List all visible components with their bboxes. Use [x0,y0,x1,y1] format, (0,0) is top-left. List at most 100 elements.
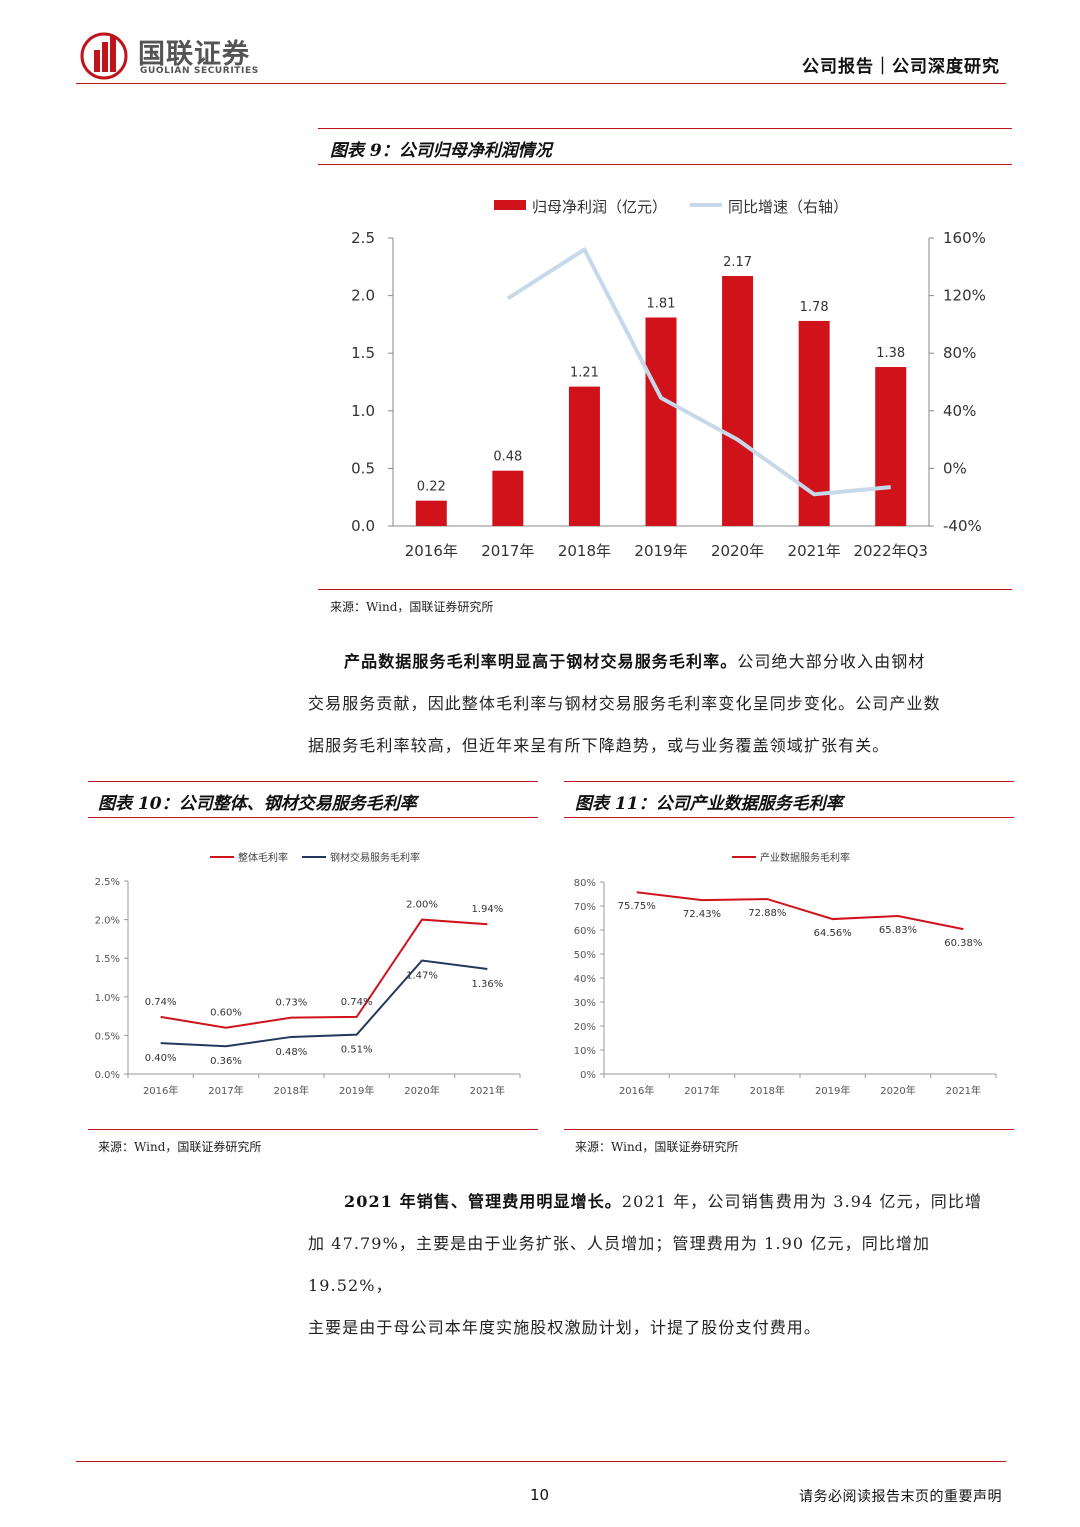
legend-bar-label: 归母净利润（亿元） [532,198,667,216]
x-tick-label: 2019年 [634,542,687,560]
x-tick-label: 2019年 [815,1084,850,1097]
y-left-tick-label: 0.0 [351,517,375,535]
bar-data-label: 1.21 [570,366,599,381]
para1-lead: 产品数据服务毛利率明显高于钢材交易服务毛利率。 [344,652,738,671]
data-label: 0.74% [145,997,177,1008]
data-label: 0.73% [275,998,307,1009]
fig10-top-rule [88,781,538,782]
para1-line1: 产品数据服务毛利率明显高于钢材交易服务毛利率。公司绝大部分收入由钢材 [344,652,926,671]
bar-data-label: 1.38 [876,346,905,361]
y-tick-label: 1.0% [95,993,120,1004]
legend-label: 整体毛利率 [238,851,288,864]
x-tick-label: 2018年 [750,1084,785,1097]
fig11-title: 图表 11：公司产业数据服务毛利率 [575,794,843,814]
bar-data-label: 2.17 [723,255,752,270]
bar [568,386,600,526]
bar [722,276,754,526]
fig9-title: 图表 9：公司归母净利润情况 [330,141,552,161]
x-tick-label: 2018年 [274,1084,309,1097]
y-tick-label: 2.5% [95,877,120,888]
data-label: 0.74% [341,997,373,1008]
bar [875,367,907,526]
data-label: 1.36% [471,979,503,990]
y-left-tick-label: 1.0 [351,402,375,420]
fig11-source: 来源：Wind，国联证券研究所 [575,1140,739,1154]
paragraph-expenses: 2021 年销售、管理费用明显增长。2021 年，公司销售费用为 3.94 亿元… [308,1181,1002,1349]
y-right-tick-label: -40% [943,517,982,535]
para2-line3: 主要是由于母公司本年度实施股权激励计划，计提了股份支付费用。 [308,1318,822,1337]
y-right-tick-label: 80% [943,344,976,362]
y-tick-label: 1.5% [95,954,120,965]
para2-line1: 2021 年销售、管理费用明显增长。2021 年，公司销售费用为 3.94 亿元… [344,1192,983,1211]
y-right-tick-label: 160% [943,229,986,247]
x-tick-label: 2017年 [684,1084,719,1097]
bar-data-label: 1.81 [647,296,676,311]
fig10-title-rule [88,817,538,818]
data-label: 0.51% [341,1045,373,1056]
x-tick-label: 2020年 [880,1084,915,1097]
logo-text-cn: 国联证券 [138,39,250,70]
data-label: 64.56% [814,928,852,939]
y-tick-label: 2.0% [95,916,120,927]
x-tick-label: 2018年 [558,542,611,560]
data-label: 0.48% [275,1047,307,1058]
x-tick-label: 2016年 [619,1084,654,1097]
bar-data-label: 0.48 [493,450,522,465]
fig9-title-rule [318,164,1012,165]
series-line [160,959,488,1048]
y-left-tick-label: 2.5 [351,229,375,247]
para1-line3: 据服务毛利率较高，但近年来呈有所下降趋势，或与业务覆盖领域扩张有关。 [308,736,890,755]
data-label: 72.43% [683,909,721,920]
y-tick-label: 0.0% [95,1070,120,1081]
para2-lead: 2021 年销售、管理费用明显增长。 [344,1192,622,1211]
data-label: 1.47% [406,971,438,982]
data-label: 0.40% [145,1053,177,1064]
y-right-tick-label: 0% [943,459,967,477]
legend-label: 产业数据服务毛利率 [760,851,850,864]
y-tick-label: 10% [574,1046,596,1057]
page-number: 10 [530,1486,550,1504]
fig9-top-rule [318,128,1012,129]
paragraph-gross-margin: 产品数据服务毛利率明显高于钢材交易服务毛利率。公司绝大部分收入由钢材 交易服务贡… [308,641,1002,767]
x-tick-label: 2019年 [339,1084,374,1097]
x-tick-label: 2021年 [788,542,841,560]
fig9-bottom-rule [318,589,1012,590]
legend-label: 钢材交易服务毛利率 [330,851,420,864]
y-tick-label: 40% [574,974,596,985]
x-tick-label: 2021年 [470,1084,505,1097]
y-tick-label: 50% [574,950,596,961]
series-line [636,891,964,931]
y-tick-label: 0.5% [95,1031,120,1042]
data-label: 0.60% [210,1008,242,1019]
y-left-tick-label: 0.5 [351,459,375,477]
x-tick-label: 2022年Q3 [853,542,928,560]
fig9-chart: 0.0 0.5 1.0 1.5 2.0 2.5 -40% 0% 40% 80% 120% 160% 0.… [351,198,986,560]
fig11-top-rule [564,781,1014,782]
bar [492,470,524,526]
logo-mark-icon [80,32,128,80]
y-tick-label: 80% [574,878,596,889]
x-tick-label: 2017年 [481,542,534,560]
brand-logo: 国联证券 GUOLIAN SECURITIES [80,30,280,82]
bar-data-label: 0.22 [417,480,446,495]
fig10-title: 图表 10：公司整体、钢材交易服务毛利率 [98,794,417,814]
bar [415,500,447,526]
para2-line2: 加 47.79%，主要是由于业务扩张、人员增加；管理费用为 1.90 亿元，同比… [308,1234,931,1295]
data-label: 75.75% [618,901,656,912]
para1-line2: 交易服务贡献，因此整体毛利率与钢材交易服务毛利率变化呈同步变化。公司产业数 [308,694,941,713]
footer-divider [76,1461,1006,1462]
x-tick-label: 2016年 [405,542,458,560]
header-divider [76,83,1006,84]
y-right-tick-label: 40% [943,402,976,420]
x-tick-label: 2017年 [208,1084,243,1097]
data-label: 0.36% [210,1056,242,1067]
bar [645,317,677,526]
x-tick-label: 2016年 [143,1084,178,1097]
y-left-tick-label: 2.0 [351,287,375,305]
fig11-title-rule [564,817,1014,818]
logo-text-en: GUOLIAN SECURITIES [140,66,259,76]
data-label: 60.38% [944,938,982,949]
y-tick-label: 0% [580,1070,596,1081]
fig10-source: 来源：Wind，国联证券研究所 [98,1140,262,1154]
y-tick-label: 20% [574,1022,596,1033]
